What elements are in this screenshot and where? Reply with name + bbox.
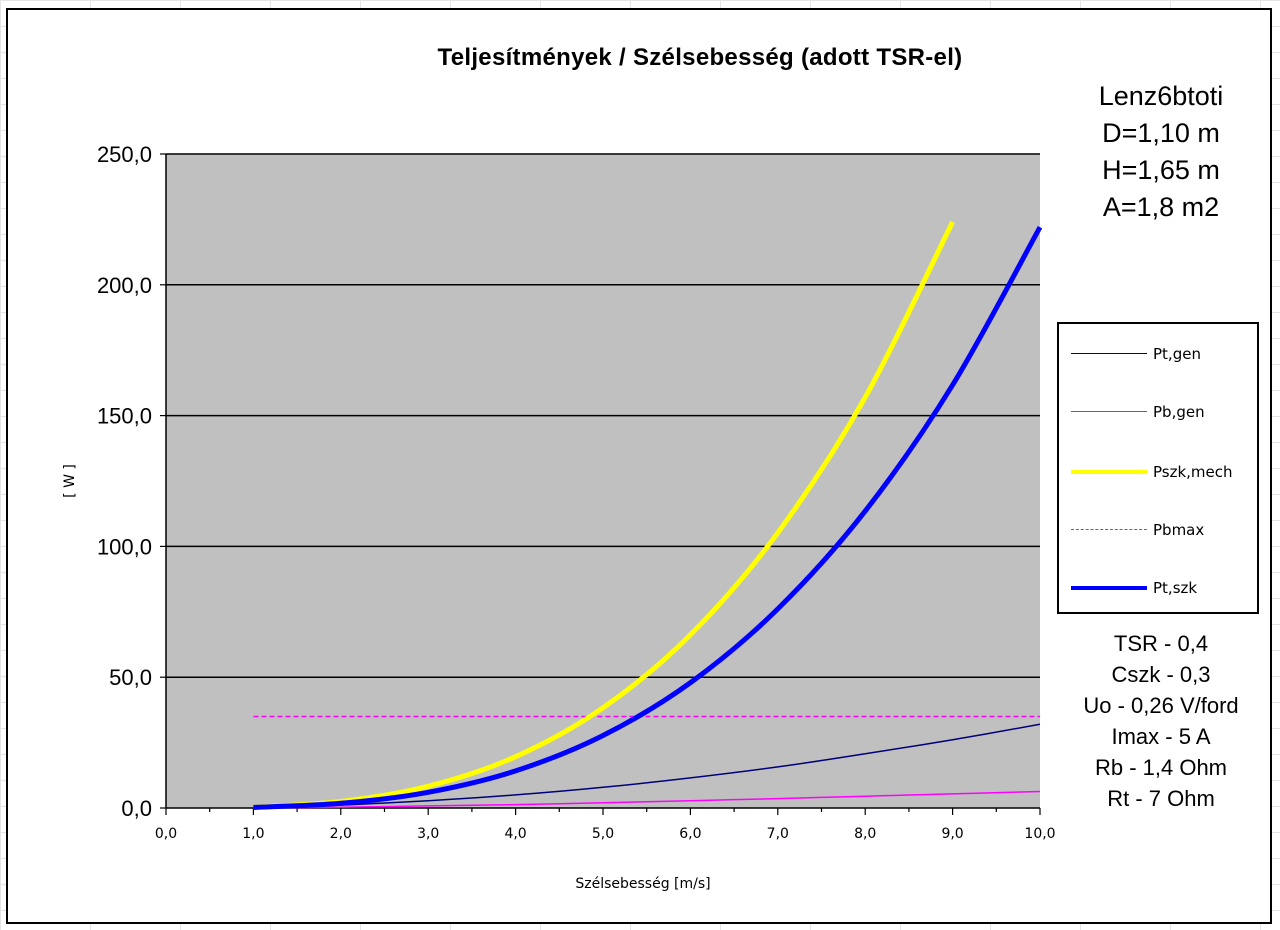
generator-params: TSR - 0,4 Cszk - 0,3 Uo - 0,26 V/ford Im… <box>1056 628 1266 814</box>
x-tick-label: 6,0 <box>679 826 701 842</box>
x-tick-label: 1,0 <box>242 826 264 842</box>
rotor-name: Lenz6btoti <box>1098 81 1224 111</box>
param-uo: Uo - 0,26 V/ford <box>1083 693 1239 718</box>
legend-label: Pt,szk <box>1153 579 1198 597</box>
x-tick-label: 0,0 <box>155 826 177 842</box>
y-tick-label: 200,0 <box>97 273 152 298</box>
param-cszk: Cszk - 0,3 <box>1111 662 1211 687</box>
series-line-pt-gen <box>253 723 1041 809</box>
y-axis-label: [ W ] <box>62 464 78 498</box>
legend-item-pb-gen: Pb,gen <box>1069 402 1259 422</box>
legend-item-pszk-mech: Pszk,mech <box>1069 462 1259 482</box>
rotor-diameter: D=1,10 m <box>1102 118 1220 148</box>
legend-label: Pbmax <box>1153 521 1205 539</box>
y-tick-label: 250,0 <box>97 142 152 167</box>
legend-item-pt-gen: Pt,gen <box>1069 344 1259 364</box>
param-rt: Rt - 7 Ohm <box>1107 786 1215 811</box>
legend-swatch <box>1071 411 1147 412</box>
legend-swatch <box>1071 353 1147 354</box>
x-tick-label: 2,0 <box>330 826 352 842</box>
legend-label: Pszk,mech <box>1153 463 1233 481</box>
legend-swatch <box>1071 470 1147 474</box>
series-line-pb-gen <box>253 790 1041 809</box>
param-tsr: TSR - 0,4 <box>1113 631 1209 656</box>
chart-title: Teljesítmények / Szélsebesség (adott TSR… <box>437 44 963 71</box>
x-tick-label: 9,0 <box>941 826 963 842</box>
plot-area <box>166 154 1040 808</box>
x-tick-label: 7,0 <box>767 826 789 842</box>
legend-swatch <box>1071 529 1147 530</box>
param-imax: Imax - 5 A <box>1111 724 1211 749</box>
y-tick-label: 100,0 <box>97 534 152 559</box>
rotor-area: A=1,8 m2 <box>1102 192 1220 222</box>
x-tick-label: 5,0 <box>592 826 614 842</box>
rotor-height: H=1,65 m <box>1102 155 1220 185</box>
param-rb: Rb - 1,4 Ohm <box>1094 755 1228 780</box>
legend: Pt,gen Pb,gen Pszk,mech Pbmax Pt,szk <box>1057 322 1259 614</box>
rotor-params: Lenz6btoti D=1,10 m H=1,65 m A=1,8 m2 <box>1056 78 1266 226</box>
legend-item-pbmax: Pbmax <box>1069 520 1259 540</box>
legend-swatch <box>1071 586 1147 590</box>
x-tick-label: 10,0 <box>1024 826 1055 842</box>
y-tick-label: 0,0 <box>121 796 152 821</box>
y-tick-label: 50,0 <box>109 665 152 690</box>
legend-item-pt-szk: Pt,szk <box>1069 578 1259 598</box>
x-tick-label: 3,0 <box>417 826 439 842</box>
x-tick-label: 8,0 <box>854 826 876 842</box>
legend-label: Pb,gen <box>1153 403 1205 421</box>
series-line-pt-szk <box>253 225 1043 810</box>
legend-label: Pt,gen <box>1153 345 1201 363</box>
series-line-pszk-mech <box>253 220 955 810</box>
x-tick-label: 4,0 <box>504 826 526 842</box>
x-axis-label: Szélsebesség [m/s] <box>575 876 710 892</box>
y-tick-label: 150,0 <box>97 404 152 429</box>
